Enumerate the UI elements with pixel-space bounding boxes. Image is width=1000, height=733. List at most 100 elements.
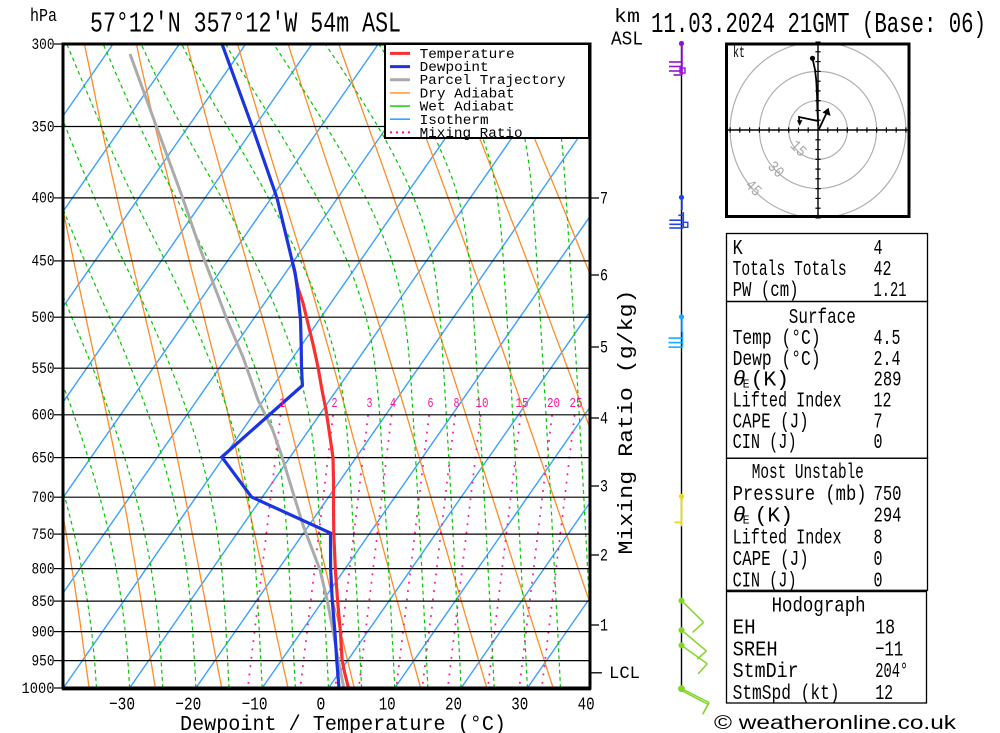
svg-text:12: 12 [874, 390, 892, 414]
svg-text:LCL: LCL [609, 665, 640, 684]
svg-text:12: 12 [875, 682, 893, 706]
svg-text:8: 8 [874, 526, 883, 550]
svg-text:18: 18 [875, 617, 895, 641]
svg-text:30: 30 [511, 694, 528, 715]
svg-text:750: 750 [874, 483, 902, 507]
svg-text:−11: −11 [875, 638, 903, 662]
svg-text:−20: −20 [175, 694, 201, 715]
svg-text:550: 550 [32, 360, 55, 378]
svg-text:4.5: 4.5 [874, 327, 901, 351]
svg-text:40: 40 [578, 694, 595, 715]
svg-text:600: 600 [32, 407, 55, 425]
svg-text:© weatheronline.co.uk: © weatheronline.co.uk [714, 712, 956, 733]
svg-text:25: 25 [570, 397, 583, 412]
svg-text:Temp (°C): Temp (°C) [733, 327, 821, 351]
svg-text:1.21: 1.21 [874, 279, 907, 303]
svg-text:11.03.2024 21GMT (Base: 06): 11.03.2024 21GMT (Base: 06) [651, 8, 986, 41]
svg-text:15: 15 [516, 397, 529, 412]
svg-text:(K): (K) [755, 505, 794, 529]
svg-text:Hodograph: Hodograph [772, 595, 866, 619]
svg-text:0: 0 [874, 570, 883, 594]
svg-text:Mixing Ratio: Mixing Ratio [420, 126, 523, 142]
svg-text:−30: −30 [109, 694, 135, 715]
svg-text:K: K [733, 237, 743, 261]
svg-text:Dewpoint / Temperature (°C): Dewpoint / Temperature (°C) [180, 713, 506, 733]
svg-text:0: 0 [316, 694, 325, 715]
svg-text:km: km [614, 6, 640, 28]
svg-text:700: 700 [32, 489, 55, 507]
svg-text:CAPE (J): CAPE (J) [733, 548, 809, 572]
svg-text:300: 300 [32, 36, 55, 54]
svg-text:Lifted Index: Lifted Index [733, 526, 842, 550]
svg-text:kt: kt [733, 44, 745, 62]
svg-text:289: 289 [874, 369, 902, 393]
svg-text:3: 3 [600, 479, 608, 498]
svg-text:850: 850 [32, 593, 55, 611]
svg-text:hPa: hPa [30, 7, 57, 27]
svg-text:(K): (K) [751, 369, 790, 393]
svg-text:2: 2 [332, 397, 338, 412]
svg-text:204°: 204° [875, 660, 908, 684]
svg-text:8: 8 [454, 397, 460, 412]
svg-text:900: 900 [32, 623, 55, 641]
svg-text:294: 294 [874, 505, 902, 529]
svg-text:SREH: SREH [733, 638, 778, 662]
svg-text:6: 6 [600, 268, 608, 287]
svg-text:Pressure (mb): Pressure (mb) [733, 483, 867, 507]
svg-text:Wet Adiabat: Wet Adiabat [420, 100, 515, 116]
svg-text:400: 400 [32, 190, 55, 208]
svg-text:42: 42 [874, 258, 892, 282]
svg-text:10: 10 [476, 397, 489, 412]
svg-text:2: 2 [600, 548, 608, 567]
svg-text:4: 4 [390, 397, 396, 412]
svg-text:450: 450 [32, 253, 55, 271]
svg-text:PW (cm): PW (cm) [733, 279, 799, 303]
svg-text:500: 500 [32, 309, 55, 327]
svg-text:6: 6 [428, 397, 434, 412]
svg-text:57°12'N 357°12'W 54m ASL: 57°12'N 357°12'W 54m ASL [90, 8, 401, 41]
svg-text:−10: −10 [242, 694, 268, 715]
svg-text:Lifted Index: Lifted Index [733, 390, 842, 414]
svg-text:CIN (J): CIN (J) [733, 570, 797, 594]
svg-text:3: 3 [367, 397, 373, 412]
svg-text:1: 1 [600, 618, 608, 637]
svg-text:StmDir: StmDir [733, 660, 799, 684]
svg-text:Surface: Surface [789, 306, 856, 330]
svg-text:Dewpoint: Dewpoint [420, 60, 489, 76]
svg-text:θ: θ [733, 369, 746, 393]
svg-text:StmSpd (kt): StmSpd (kt) [733, 682, 840, 706]
svg-text:1: 1 [279, 397, 285, 412]
svg-text:5: 5 [600, 340, 608, 359]
svg-text:350: 350 [32, 118, 55, 136]
svg-text:1000: 1000 [22, 680, 55, 698]
svg-text:4: 4 [874, 237, 883, 261]
svg-text:Dewp (°C): Dewp (°C) [733, 348, 821, 372]
svg-text:ASL: ASL [611, 29, 643, 51]
svg-text:Totals Totals: Totals Totals [733, 258, 847, 282]
svg-text:E: E [743, 378, 750, 392]
svg-text:E: E [743, 514, 750, 528]
svg-text:CAPE (J): CAPE (J) [733, 410, 809, 434]
svg-text:θ: θ [733, 505, 746, 529]
svg-text:20: 20 [547, 397, 560, 412]
svg-text:650: 650 [32, 449, 55, 467]
svg-text:Isotherm: Isotherm [420, 113, 489, 129]
svg-text:0: 0 [874, 548, 883, 572]
svg-text:800: 800 [32, 560, 55, 578]
svg-text:750: 750 [32, 526, 55, 544]
svg-text:2.4: 2.4 [874, 348, 901, 372]
svg-text:10: 10 [379, 694, 396, 715]
svg-text:4: 4 [600, 411, 608, 430]
svg-text:20: 20 [445, 694, 462, 715]
svg-text:Most Unstable: Most Unstable [752, 461, 864, 485]
svg-text:Temperature: Temperature [420, 47, 515, 63]
svg-text:Mixing Ratio (g/kg): Mixing Ratio (g/kg) [616, 290, 639, 555]
svg-text:CIN (J): CIN (J) [733, 431, 797, 455]
svg-text:7: 7 [874, 410, 883, 434]
svg-text:0: 0 [874, 431, 883, 455]
svg-text:950: 950 [32, 652, 55, 670]
svg-text:7: 7 [600, 191, 608, 210]
svg-text:Dry Adiabat: Dry Adiabat [420, 86, 515, 102]
svg-text:EH: EH [733, 617, 756, 641]
svg-text:Parcel Trajectory: Parcel Trajectory [420, 73, 566, 89]
